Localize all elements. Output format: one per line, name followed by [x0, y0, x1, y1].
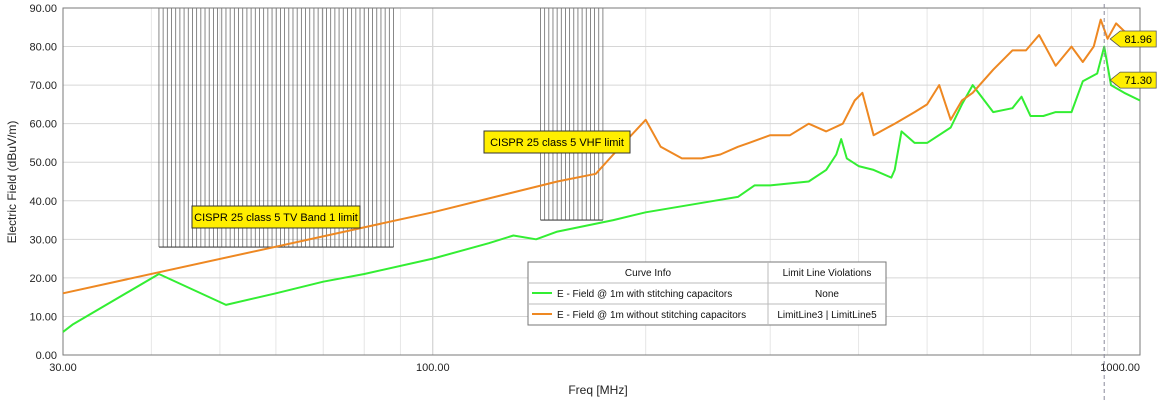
x-axis-label: Freq [MHz]	[568, 383, 627, 397]
limit-annotation-label: CISPR 25 class 5 VHF limit	[490, 137, 624, 149]
y-tick-label: 50.00	[29, 157, 57, 169]
y-tick-label: 10.00	[29, 311, 57, 323]
legend-header-violations: Limit Line Violations	[783, 268, 872, 279]
series-line-1	[62, 45, 1141, 333]
marker-tag-box	[1109, 30, 1157, 48]
y-axis-label: Electric Field (dBuV/m)	[5, 121, 19, 244]
y-tick-label: 20.00	[29, 273, 57, 285]
plot-frame	[62, 7, 1141, 356]
y-tick-label: 30.00	[29, 234, 57, 246]
tick-labels: 0.00 10.00 20.00 30.00 40.00 50.00 60.00 70.00 8…	[29, 3, 1140, 374]
legend-header-curve: Curve Info	[625, 268, 672, 279]
limit-annotation-1: CISPR 25 class 5 TV Band 1 limit	[191, 205, 361, 229]
marker-value-label: 71.30	[1124, 75, 1152, 87]
limit-annotation-label: CISPR 25 class 5 TV Band 1 limit	[194, 212, 358, 224]
x-tick-label: 1000.00	[1100, 362, 1140, 374]
y-tick-label: 40.00	[29, 196, 57, 208]
y-tick-label: 0.00	[36, 350, 57, 362]
legend-curve-label: E - Field @ 1m with stitching capacitors	[557, 289, 732, 300]
legend-violation-label: LimitLine3 | LimitLine5	[777, 310, 877, 321]
y-tick-label: 90.00	[29, 3, 57, 15]
limit-annotations: CISPR 25 class 5 TV Band 1 limit CISPR 25…	[191, 130, 631, 229]
limit-annotation-box	[483, 130, 631, 154]
limit-annotation-box	[191, 205, 361, 229]
marker-tag-2: 71.30	[1109, 71, 1157, 89]
legend-violation-label: None	[815, 289, 839, 300]
marker-tag-1: 81.96	[1109, 30, 1157, 48]
y-tick-label: 60.00	[29, 119, 57, 131]
y-tick-label: 80.00	[29, 42, 57, 54]
legend: Curve Info Limit Line Violations E - Field…	[527, 261, 887, 326]
plot-area-border	[62, 7, 1141, 356]
legend-box	[527, 261, 887, 326]
y-tick-label: 70.00	[29, 80, 57, 92]
series-group	[62, 18, 1141, 333]
marker-value-label: 81.96	[1124, 34, 1152, 46]
legend-curve-label: E - Field @ 1m without stitching capacit…	[557, 310, 746, 321]
series-line-2	[62, 18, 1141, 295]
x-tick-label: 100.00	[416, 362, 450, 374]
marker-tag-box	[1109, 71, 1157, 89]
marker-group: 81.96 71.30	[1103, 4, 1157, 400]
limit-annotation-2: CISPR 25 class 5 VHF limit	[483, 130, 631, 154]
x-tick-label: 30.00	[49, 362, 77, 374]
